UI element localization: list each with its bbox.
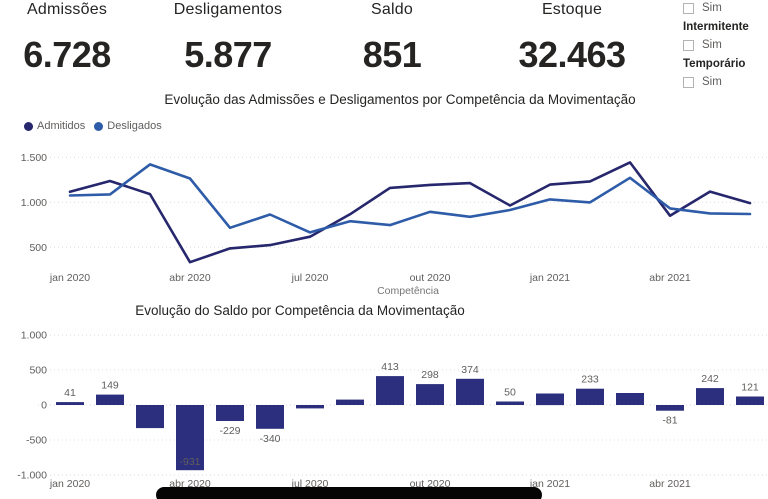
bar-label: -81 bbox=[662, 415, 677, 427]
saldo-bar-chart: 1.000 500 0 -500 -1.000 41 149 -931 -229 -340 413 2… bbox=[17, 330, 768, 490]
kpi-value: 32.463 bbox=[518, 34, 626, 75]
bottom-black-bar bbox=[156, 487, 542, 499]
y-tick-label: 1.000 bbox=[21, 197, 47, 209]
bar-label: 233 bbox=[581, 374, 599, 386]
saldo-bar[interactable] bbox=[176, 405, 204, 471]
admitidos-line[interactable] bbox=[68, 161, 752, 264]
bar-label: 121 bbox=[741, 382, 759, 394]
x-tick-label: out 2020 bbox=[410, 272, 451, 284]
x-tick-label: abr 2021 bbox=[649, 272, 691, 284]
desligados-dot-icon bbox=[94, 121, 104, 131]
saldo-bar[interactable] bbox=[736, 396, 764, 406]
saldo-bar[interactable] bbox=[376, 376, 404, 405]
saldo-bar[interactable] bbox=[496, 401, 524, 406]
saldo-bar[interactable] bbox=[96, 394, 124, 405]
kpi-label: Admissões bbox=[26, 1, 108, 18]
bar-label: -340 bbox=[259, 433, 280, 445]
y-tick-label: -1.000 bbox=[17, 470, 47, 482]
saldo-bar[interactable] bbox=[416, 384, 444, 405]
checkbox-icon[interactable] bbox=[683, 76, 694, 88]
legend-item-admitidos[interactable]: Admitidos bbox=[24, 120, 85, 132]
kpi-value: 851 bbox=[362, 34, 422, 75]
filter-option-sim-temporario[interactable]: Sim bbox=[683, 76, 722, 88]
checkbox-label: Sim bbox=[702, 39, 722, 51]
saldo-bar[interactable] bbox=[56, 402, 84, 405]
x-tick-label: jan 2021 bbox=[529, 478, 570, 490]
x-tick-label: jul 2020 bbox=[291, 272, 329, 284]
kpi-label: Desligamentos bbox=[173, 1, 283, 18]
kpi-label: Estoque bbox=[541, 1, 603, 18]
line-chart-title: Evolução das Admissões e Desligamentos p… bbox=[164, 92, 636, 107]
bar-label: -931 bbox=[179, 456, 200, 468]
y-tick-label: 1.000 bbox=[21, 330, 47, 342]
x-axis-title: Competência bbox=[377, 285, 439, 297]
saldo-bar[interactable] bbox=[656, 405, 684, 411]
saldo-bar[interactable] bbox=[616, 393, 644, 405]
saldo-bar[interactable] bbox=[536, 393, 564, 406]
saldo-bar[interactable] bbox=[296, 405, 324, 409]
filter-title-temporario: Temporário bbox=[683, 58, 746, 70]
kpi-value: 6.728 bbox=[23, 34, 111, 75]
x-tick-label: abr 2021 bbox=[649, 478, 691, 490]
kpi-label: Saldo bbox=[371, 1, 413, 18]
filter-option-sim-1[interactable]: Sim bbox=[683, 2, 722, 14]
kpi-card-admissoes: Admissões 6.728 bbox=[0, 1, 152, 76]
checkbox-icon[interactable] bbox=[683, 2, 694, 14]
x-tick-label: jan 2021 bbox=[529, 272, 570, 284]
y-tick-label: 500 bbox=[29, 365, 47, 377]
y-tick-label: 0 bbox=[41, 400, 47, 412]
bar-label: 298 bbox=[421, 369, 439, 381]
bar-label: 242 bbox=[701, 373, 719, 385]
saldo-bar[interactable] bbox=[256, 405, 284, 429]
saldo-bar[interactable] bbox=[576, 388, 604, 405]
saldo-bar[interactable] bbox=[336, 399, 364, 405]
legend-label: Desligados bbox=[107, 120, 162, 132]
saldo-bar[interactable] bbox=[696, 388, 724, 405]
kpi-card-desligamentos: Desligamentos 5.877 bbox=[143, 1, 313, 76]
checkbox-label: Sim bbox=[702, 76, 722, 88]
y-tick-label: 500 bbox=[29, 242, 47, 254]
checkbox-label: Sim bbox=[702, 2, 722, 14]
kpi-card-estoque: Estoque 32.463 bbox=[487, 1, 657, 76]
bar-chart-title: Evolução do Saldo por Competência da Mov… bbox=[135, 303, 465, 318]
bar-label: 374 bbox=[461, 364, 479, 376]
kpi-value: 5.877 bbox=[184, 34, 272, 75]
kpi-card-saldo: Saldo 851 bbox=[307, 1, 477, 76]
y-tick-label: 1.500 bbox=[21, 152, 47, 164]
filter-title-intermitente: Intermitente bbox=[683, 21, 749, 33]
saldo-bar[interactable] bbox=[456, 378, 484, 405]
legend-item-desligados[interactable]: Desligados bbox=[94, 120, 162, 132]
bar-label: 50 bbox=[504, 387, 516, 399]
desligados-line[interactable] bbox=[68, 163, 752, 234]
line-chart-legend: Admitidos Desligados bbox=[24, 120, 171, 132]
checkbox-icon[interactable] bbox=[683, 39, 694, 51]
saldo-bar[interactable] bbox=[136, 405, 164, 429]
x-tick-label: jan 2020 bbox=[49, 272, 90, 284]
admitidos-dot-icon bbox=[24, 121, 33, 131]
x-tick-label: abr 2020 bbox=[169, 272, 211, 284]
legend-label: Admitidos bbox=[37, 120, 86, 132]
filter-option-sim-intermitente[interactable]: Sim bbox=[683, 39, 722, 51]
admissoes-desligamentos-line-chart: 500 1.000 1.500 jan 2020 abr 2020 jul 2020 out… bbox=[21, 152, 768, 284]
bar-label: -229 bbox=[219, 425, 240, 437]
saldo-bar[interactable] bbox=[216, 405, 244, 421]
y-tick-label: -500 bbox=[26, 435, 47, 447]
bar-label: 413 bbox=[381, 361, 399, 373]
x-tick-label: jan 2020 bbox=[49, 478, 90, 490]
bar-label: 149 bbox=[101, 380, 119, 392]
bar-label: 41 bbox=[64, 387, 76, 399]
